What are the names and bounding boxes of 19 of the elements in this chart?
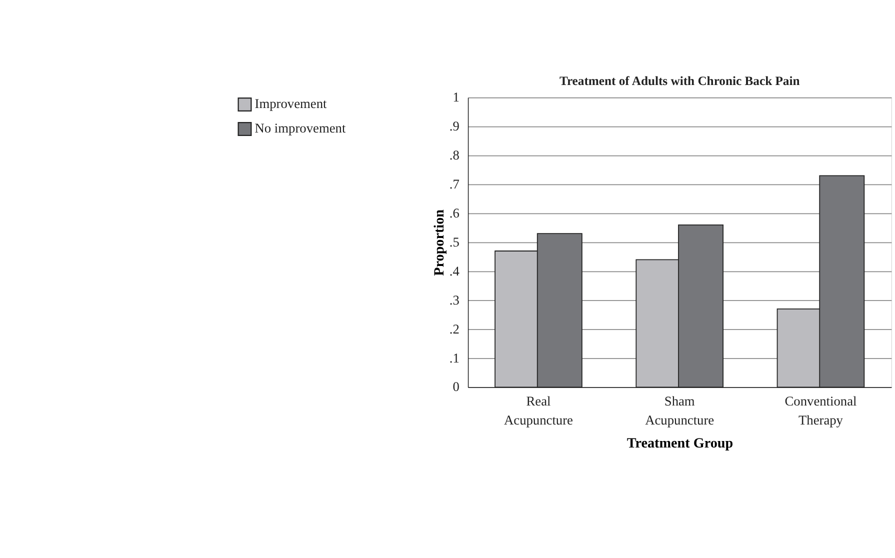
legend-label: No improvement [254,120,346,136]
x-axis-title: Treatment Group [626,436,734,452]
y-tick-label: .7 [449,176,460,192]
y-tick-label: .8 [449,147,460,162]
y-tick-label: .9 [449,118,460,134]
y-tick-label: .1 [449,350,460,366]
x-tick-label: Conventional Therapy [784,393,858,428]
y-tick-label: .6 [449,205,460,220]
y-tick-label: .3 [449,292,460,308]
y-tick-label: 1 [452,90,460,105]
x-tick-label: Real Acupuncture [504,393,574,428]
y-tick-label: .5 [449,234,460,250]
legend-label: Improvement [254,96,328,112]
y-tick-label: 0 [452,379,460,394]
y-axis-title: Proportion [431,209,448,276]
x-tick-label: Sham Acupuncture [645,393,714,428]
chart-title: Treatment of Adults with Chronic Back Pain [559,74,800,88]
y-tick-label: .2 [449,321,460,336]
y-tick-label: .4 [449,263,460,278]
